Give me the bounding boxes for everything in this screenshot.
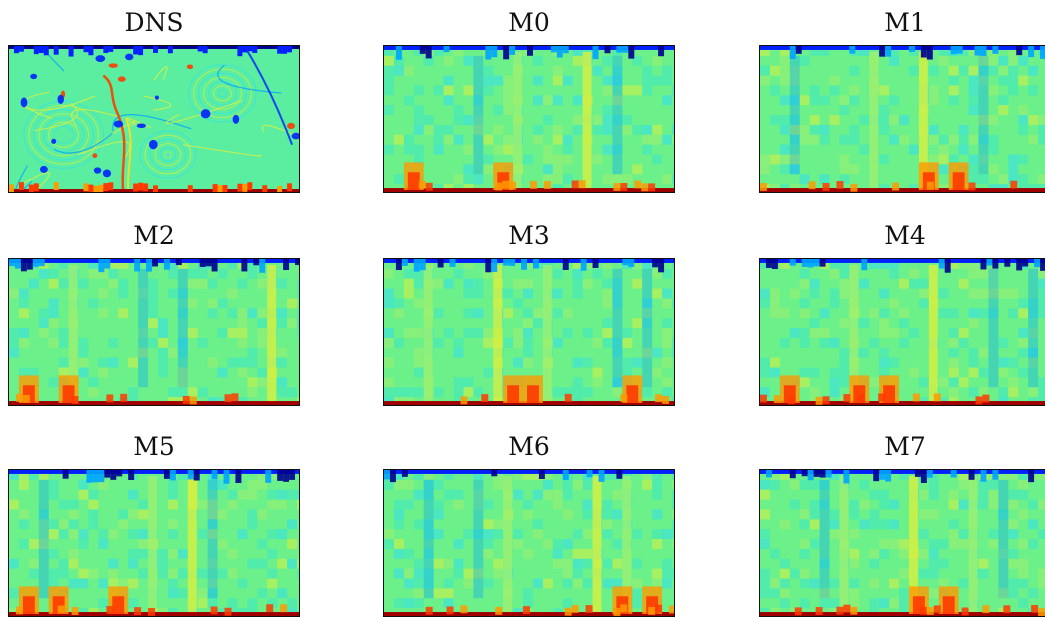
field-plot <box>383 258 675 406</box>
panel-title: M2 <box>133 221 175 250</box>
field-plot <box>383 45 675 193</box>
field-image <box>384 46 674 192</box>
panel-title: M1 <box>884 8 926 37</box>
panel-title: M5 <box>133 432 175 461</box>
field-image <box>9 46 299 192</box>
panel-title: M0 <box>508 8 550 37</box>
field-image <box>9 259 299 405</box>
field-plot <box>759 45 1045 193</box>
field-image <box>384 470 674 616</box>
panel-title: M4 <box>884 221 926 250</box>
field-plot <box>383 469 675 617</box>
field-image <box>760 470 1045 616</box>
field-plot <box>8 45 300 193</box>
panel-title: M6 <box>508 432 550 461</box>
field-image <box>760 46 1045 192</box>
panel-title: M3 <box>508 221 550 250</box>
field-plot <box>8 469 300 617</box>
field-plot <box>759 469 1045 617</box>
field-plot <box>759 258 1045 406</box>
panel-title: DNS <box>124 8 184 37</box>
field-image <box>760 259 1045 405</box>
field-plot <box>8 258 300 406</box>
panel-title: M7 <box>884 432 926 461</box>
field-image <box>9 470 299 616</box>
field-image <box>384 259 674 405</box>
